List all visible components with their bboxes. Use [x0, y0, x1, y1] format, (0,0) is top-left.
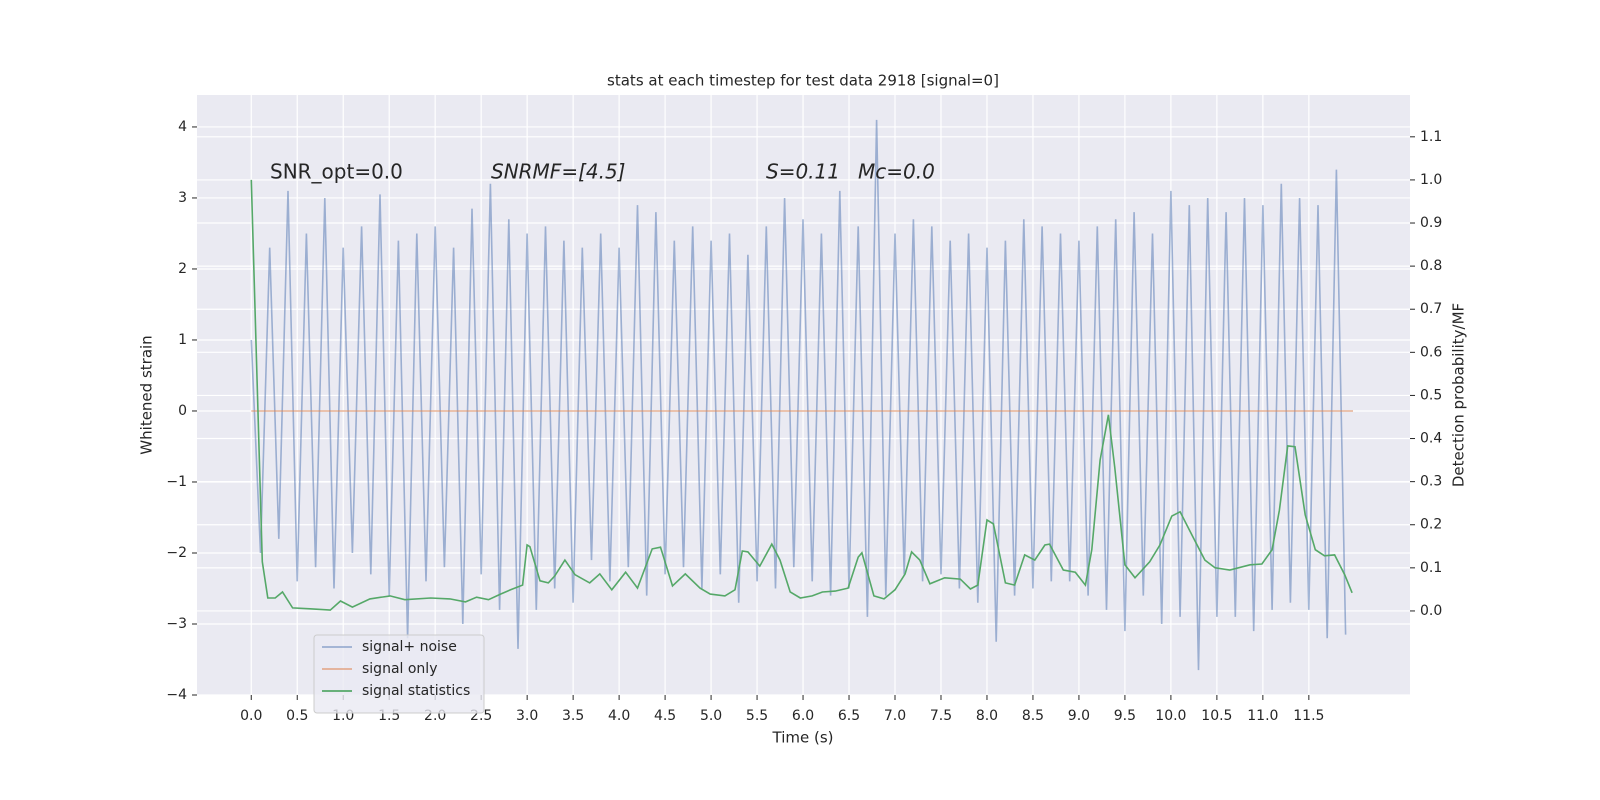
y2-tick-label: 0.3: [1420, 474, 1442, 490]
y-tick-label: 1: [178, 332, 187, 348]
y2-tick-label: 0.4: [1420, 431, 1442, 447]
series-line: [250, 179, 1353, 611]
chart-title: stats at each timestep for test data 291…: [607, 72, 999, 90]
y2-tick-label: 0.8: [1420, 258, 1442, 274]
y2-tick-label: 0.9: [1420, 215, 1442, 231]
legend-label: signal statistics: [362, 683, 470, 699]
y-tick-label: −4: [166, 687, 187, 703]
y2-tick-label: 0.2: [1420, 517, 1442, 533]
y-tick-label: −3: [166, 616, 187, 632]
x-tick-label: 10.0: [1155, 708, 1186, 724]
annotation: Mc=0.0: [858, 160, 935, 184]
series-line: [250, 119, 1347, 671]
legend-label: signal+ noise: [362, 639, 457, 655]
x-tick-label: 0.0: [240, 708, 262, 724]
y2-tick-label: 0.6: [1420, 344, 1442, 360]
labels: 0.0 0.5 1.0 1.5 2.0 2.5 3.0 3.5 4.0 4.5 5.0 5.5 6.0 6…: [166, 119, 1442, 724]
x-tick-label: 9.5: [1114, 708, 1136, 724]
x-tick-label: 8.5: [1022, 708, 1044, 724]
y-tick-label: 0: [178, 403, 187, 419]
y2-axis-label: Detection probability/MF: [1450, 303, 1468, 487]
x-tick-label: 6.0: [792, 708, 814, 724]
y2-tick-label: 0.1: [1420, 560, 1442, 576]
x-tick-label: 5.5: [746, 708, 768, 724]
legend: signal+ noise signal only signal statistic…: [313, 634, 485, 714]
marks: [250, 119, 1353, 671]
legend-label: signal only: [362, 661, 437, 677]
x-tick-label: 7.0: [884, 708, 906, 724]
y-tick-label: −1: [166, 474, 187, 490]
y-axis-label: Whitened strain: [138, 335, 156, 454]
y2-tick-label: 0.7: [1420, 301, 1442, 317]
x-tick-label: 5.0: [700, 708, 722, 724]
x-tick-label: 9.0: [1068, 708, 1090, 724]
x-tick-label: 3.0: [516, 708, 538, 724]
legend-box: [313, 634, 485, 714]
annotation: S=0.11: [766, 160, 840, 184]
x-tick-label: 6.5: [838, 708, 860, 724]
x-tick-label: 0.5: [286, 708, 308, 724]
x-tick-label: 7.5: [930, 708, 952, 724]
annotation: SNRMF=[4.5]: [491, 160, 625, 184]
x-tick-label: 4.0: [608, 708, 630, 724]
x-tick-label: 10.5: [1201, 708, 1232, 724]
y2-tick-label: 1.0: [1420, 172, 1442, 188]
x-tick-label: 8.0: [976, 708, 998, 724]
x-tick-label: 4.5: [654, 708, 676, 724]
annotation: SNR_opt=0.0: [270, 160, 403, 184]
x-axis-label: Time (s): [772, 729, 834, 747]
y2-tick-label: 0.5: [1420, 387, 1442, 403]
y-tick-label: −2: [166, 545, 187, 561]
x-tick-label: 11.5: [1293, 708, 1324, 724]
y-tick-label: 2: [178, 261, 187, 277]
x-tick-label: 11.0: [1247, 708, 1278, 724]
y2-tick-label: 0.0: [1420, 603, 1442, 619]
y2-tick-label: 1.1: [1420, 129, 1442, 145]
y-tick-label: 3: [178, 190, 187, 206]
y-tick-label: 4: [178, 119, 187, 135]
x-tick-label: 3.5: [562, 708, 584, 724]
